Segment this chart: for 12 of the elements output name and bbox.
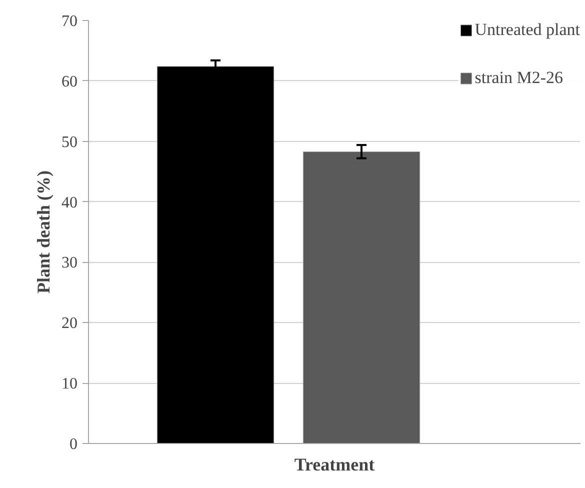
y-tick-label: 20 [62, 315, 78, 332]
legend-label: strain M2-26 [474, 68, 564, 88]
legend-label: Untreated plant [474, 20, 580, 40]
y-tick-label: 40 [62, 194, 78, 212]
y-tick-label: 0 [70, 436, 78, 453]
y-tick-label: 60 [62, 73, 78, 90]
y-tick-label: 30 [62, 254, 78, 272]
y-tick-label: 10 [62, 376, 78, 393]
y-tick-label: 70 [62, 13, 78, 30]
y-axis-title: Plant death (%) [34, 170, 54, 294]
x-axis-title: Treatment [294, 454, 375, 474]
y-tick-label: 50 [62, 134, 78, 151]
